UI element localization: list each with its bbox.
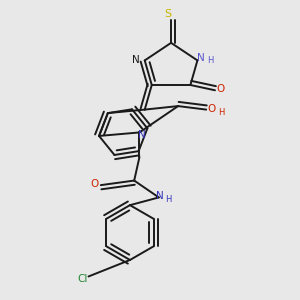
Text: O: O (216, 84, 224, 94)
Text: H: H (165, 195, 172, 204)
Text: O: O (207, 103, 216, 113)
Text: H: H (208, 56, 214, 65)
Text: O: O (91, 179, 99, 189)
Text: N: N (138, 130, 146, 140)
Text: N: N (132, 56, 140, 65)
Text: H: H (218, 108, 224, 117)
Text: Cl: Cl (77, 274, 88, 284)
Text: S: S (165, 9, 172, 19)
Text: N: N (156, 191, 164, 201)
Text: N: N (197, 52, 205, 63)
